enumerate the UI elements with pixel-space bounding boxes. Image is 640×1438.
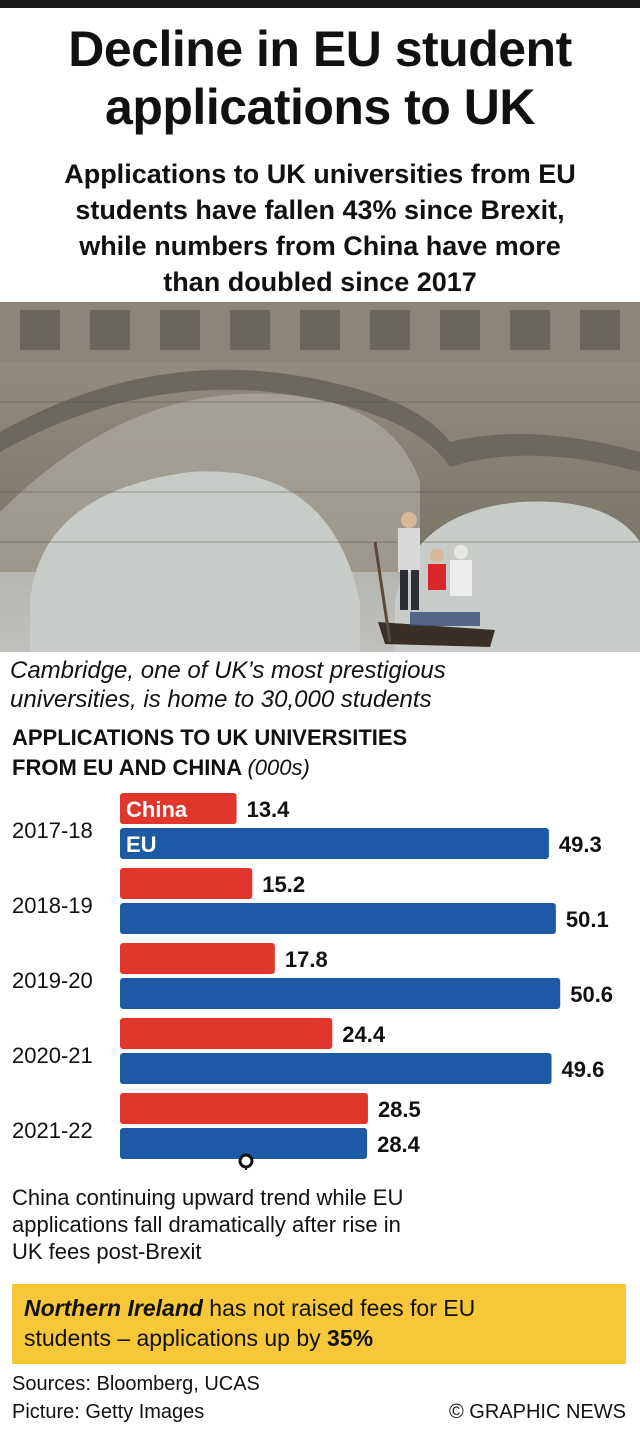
category-label: 2020-21 (12, 1043, 93, 1068)
chart-unit: (000s) (247, 755, 310, 780)
top-bar (0, 0, 640, 8)
caption-line: Cambridge, one of UK’s most prestigious (10, 657, 446, 684)
graphic-news-credit: © GRAPHIC NEWS (449, 1401, 626, 1423)
data-label: 50.1 (566, 907, 609, 932)
data-label: 13.4 (247, 797, 291, 822)
page-title: Decline in EU student applications to UK (0, 20, 640, 136)
callout-percent: 35% (327, 1325, 374, 1351)
data-label: 28.5 (378, 1097, 421, 1122)
category-label: 2017-18 (12, 818, 93, 843)
legend-label-eu: EU (126, 832, 157, 857)
bar-eu (120, 903, 556, 934)
chart-title-line: Applications to UK Universities (12, 725, 408, 750)
bar-china (120, 943, 275, 974)
legend-label-china: China (126, 797, 188, 822)
bar-china (120, 1018, 333, 1049)
note-line: UK fees post-Brexit (12, 1239, 202, 1264)
bar-eu (120, 1053, 552, 1084)
data-label: 15.2 (262, 872, 305, 897)
data-label: 50.6 (570, 982, 613, 1007)
data-label: 28.4 (377, 1132, 421, 1157)
data-label: 24.4 (342, 1022, 386, 1047)
bar-eu (120, 978, 561, 1009)
subtitle-line: Applications to UK universities from EU (64, 159, 576, 189)
subtitle-line: students have fallen 43% since Brexit, (75, 195, 565, 225)
bridge-illustration (0, 302, 640, 652)
pointer-dot (238, 1153, 254, 1169)
bar-china (120, 868, 253, 899)
bar-china (120, 1093, 368, 1124)
picture-credit: Picture: Getty Images (12, 1401, 205, 1423)
northern-ireland-callout: Northern Ireland has not raised fees for… (12, 1284, 626, 1364)
callout-highlight: Northern Ireland (24, 1295, 203, 1321)
bar-chart: 2017-18 13.4 China 49.3 EU 2018-19 15.2 50.1 201… (12, 793, 613, 1170)
note-line: China continuing upward trend while EU (12, 1185, 404, 1210)
chart-title-line: from EU and China (12, 755, 242, 780)
title-line: Decline in EU student (68, 21, 572, 77)
bridge-photo (0, 302, 640, 652)
category-label: 2021-22 (12, 1118, 93, 1143)
trend-note: China continuing upward trend while EU a… (12, 1184, 612, 1265)
chart-title: Applications to UK Universities from EU … (12, 723, 632, 783)
category-label: 2019-20 (12, 968, 93, 993)
bar-china (120, 793, 237, 824)
caption-line: universities, is home to 30,000 students (10, 686, 432, 713)
data-label: 17.8 (285, 947, 328, 972)
data-label: 49.6 (562, 1057, 605, 1082)
note-line: applications fall dramatically after ris… (12, 1212, 401, 1237)
bar-eu (120, 1128, 368, 1159)
subtitle: Applications to UK universities from EU … (10, 156, 630, 300)
callout-text: has not raised fees for EU (202, 1295, 476, 1321)
bar-eu (120, 828, 549, 859)
subtitle-line: than doubled since 2017 (163, 267, 477, 297)
photo-caption: Cambridge, one of UK’s most prestigious … (10, 656, 630, 714)
title-line: applications to UK (105, 79, 535, 135)
sources: Sources: Bloomberg, UCAS Picture: Getty … (12, 1370, 260, 1426)
callout-text: students – applications up by (24, 1325, 328, 1351)
data-label: 49.3 (559, 832, 602, 857)
subtitle-line: while numbers from China have more (79, 231, 561, 261)
sources-line: Sources: Bloomberg, UCAS (12, 1373, 260, 1395)
category-label: 2018-19 (12, 893, 93, 918)
